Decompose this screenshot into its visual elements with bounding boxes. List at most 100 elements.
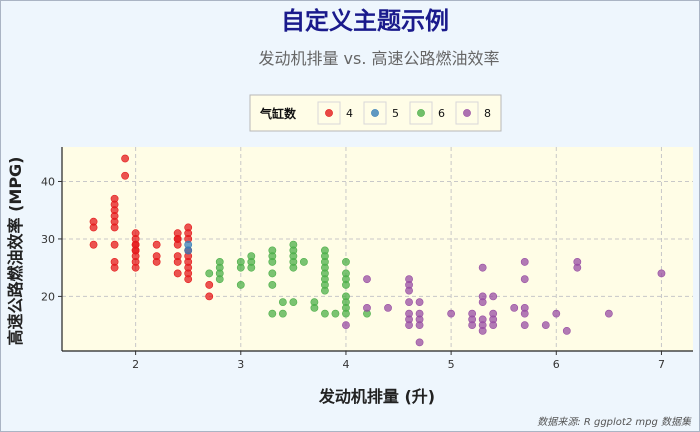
legend-entry-5: 5 (363, 101, 399, 125)
data-point-cyl-4 (121, 171, 129, 180)
data-point-cyl-8 (342, 321, 350, 330)
data-point-cyl-4 (152, 240, 161, 249)
data-point-cyl-8 (489, 292, 498, 301)
data-point-cyl-6 (215, 275, 224, 284)
y-tick-label: 20 (41, 290, 55, 303)
data-point-cyl-6 (331, 309, 340, 318)
data-point-cyl-6 (205, 269, 214, 278)
x-tick-label: 4 (342, 358, 349, 371)
data-point-cyl-8 (415, 321, 424, 330)
data-point-cyl-6 (321, 286, 329, 295)
data-point-cyl-8 (520, 309, 529, 318)
data-point-cyl-4 (184, 275, 193, 284)
data-point-cyl-6 (310, 304, 319, 312)
data-point-cyl-8 (415, 338, 424, 347)
data-point-cyl-6 (289, 263, 298, 272)
legend-label: 8 (484, 107, 491, 120)
legend-entry-4: 4 (317, 101, 353, 125)
data-point-cyl-8 (447, 309, 456, 318)
data-point-cyl-4 (173, 258, 182, 266)
data-point-cyl-8 (478, 326, 487, 335)
data-point-cyl-8 (405, 298, 413, 307)
data-point-cyl-8 (520, 258, 529, 266)
x-tick-label: 7 (658, 358, 665, 371)
data-point-cyl-8 (405, 286, 413, 295)
y-axis-title: 高速公路燃油效率 (MPG) (6, 157, 25, 346)
data-point-cyl-8 (541, 321, 550, 330)
legend-swatch (371, 109, 379, 117)
y-tick-label: 40 (41, 175, 55, 188)
data-points (89, 154, 666, 347)
data-point-cyl-4 (152, 258, 161, 266)
chart-subtitle: 发动机排量 vs. 高速公路燃油效率 (258, 49, 499, 68)
data-point-cyl-4 (205, 281, 214, 289)
data-point-cyl-4 (173, 235, 182, 243)
data-point-cyl-8 (510, 304, 519, 312)
x-tick-label: 3 (237, 358, 244, 371)
data-point-cyl-6 (268, 258, 277, 266)
data-point-cyl-6 (342, 281, 350, 289)
data-point-cyl-6 (236, 263, 245, 272)
legend-label: 4 (346, 107, 353, 120)
legend-label: 5 (392, 107, 399, 120)
x-tick-label: 2 (132, 358, 139, 371)
legend: 气缸数 4 5 6 8 (249, 94, 502, 132)
data-point-cyl-6 (278, 298, 287, 307)
data-point-cyl-4 (110, 212, 119, 220)
data-point-cyl-4 (173, 269, 182, 278)
data-point-cyl-8 (468, 321, 477, 330)
data-point-cyl-8 (604, 309, 613, 318)
data-point-cyl-6 (289, 298, 298, 307)
data-point-cyl-8 (363, 304, 371, 312)
tick-labels: 2 3 4 5 6 7 20 30 40 (41, 175, 665, 371)
data-point-cyl-8 (489, 321, 498, 330)
data-point-cyl-8 (552, 309, 561, 318)
caption: 数据来源: R ggplot2 mpg 数据集 (537, 416, 692, 428)
data-point-cyl-8 (384, 304, 392, 312)
data-point-cyl-6 (247, 263, 256, 272)
data-point-cyl-4 (131, 240, 140, 249)
data-point-cyl-8 (363, 275, 371, 284)
legend-swatch (463, 109, 471, 117)
data-point-cyl-4 (110, 194, 119, 203)
legend-entry-6: 6 (409, 101, 445, 125)
data-point-cyl-6 (268, 281, 277, 289)
plot-background (62, 147, 693, 351)
data-point-cyl-8 (520, 321, 529, 330)
chart-title: 自定义主题示例 (281, 6, 449, 35)
y-tick-label: 30 (41, 233, 55, 246)
data-point-cyl-8 (405, 321, 413, 330)
data-point-cyl-6 (268, 309, 277, 318)
data-point-cyl-4 (110, 263, 119, 272)
data-point-cyl-6 (236, 281, 245, 289)
data-point-cyl-6 (299, 258, 308, 266)
legend-swatch (417, 109, 425, 117)
data-point-cyl-4 (131, 263, 140, 272)
legend-title: 气缸数 (259, 106, 297, 121)
data-point-cyl-6 (342, 309, 350, 318)
data-point-cyl-4 (110, 223, 119, 232)
x-tick-label: 5 (448, 358, 455, 371)
data-point-cyl-4 (89, 223, 98, 232)
legend-label: 6 (438, 107, 445, 120)
data-point-cyl-6 (321, 309, 329, 318)
data-point-cyl-8 (657, 269, 666, 278)
data-point-cyl-5 (184, 246, 193, 255)
data-point-cyl-8 (478, 298, 487, 307)
data-point-cyl-4 (205, 292, 214, 301)
legend-swatch (325, 109, 333, 117)
data-point-cyl-6 (278, 309, 287, 318)
data-point-cyl-4 (110, 240, 119, 249)
data-point-cyl-8 (415, 298, 424, 307)
data-point-cyl-8 (573, 263, 582, 272)
data-point-cyl-8 (478, 263, 487, 272)
data-point-cyl-8 (562, 326, 571, 335)
x-axis-title: 发动机排量 (升) (318, 387, 435, 406)
data-point-cyl-6 (342, 258, 350, 266)
data-point-cyl-8 (520, 275, 529, 284)
data-point-cyl-4 (89, 240, 98, 249)
legend-entry-8: 8 (455, 101, 491, 125)
data-point-cyl-6 (268, 269, 277, 278)
